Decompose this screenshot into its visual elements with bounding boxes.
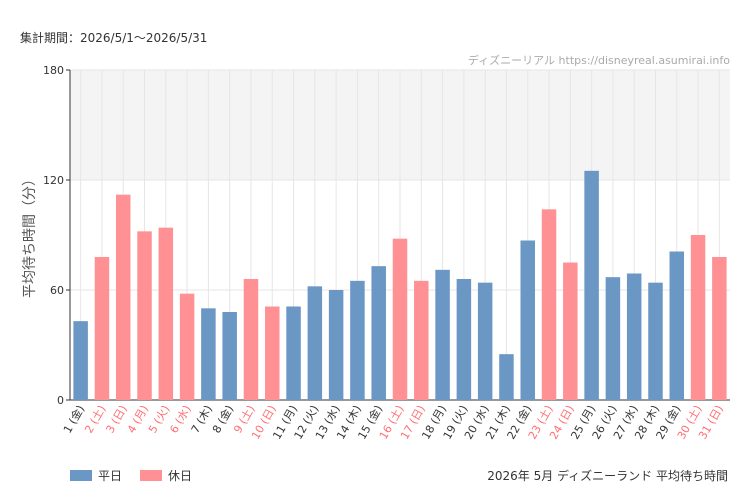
bar xyxy=(414,280,429,400)
y-tick-label: 180 xyxy=(43,64,64,77)
bar xyxy=(328,290,344,400)
bar xyxy=(265,306,280,400)
bar xyxy=(477,282,493,400)
bar xyxy=(712,257,727,400)
bar xyxy=(307,286,323,400)
y-tick-label: 0 xyxy=(57,394,64,407)
bar xyxy=(371,266,386,400)
bar xyxy=(115,194,131,400)
bar xyxy=(158,227,174,400)
y-axis-title: 平均待ち時間（分） xyxy=(22,172,38,298)
bar xyxy=(456,279,472,400)
bar xyxy=(392,238,408,400)
bar xyxy=(350,280,365,400)
bar xyxy=(243,279,259,400)
period-label: 集計期間：2026/5/1〜2026/5/31 xyxy=(20,31,208,45)
bar xyxy=(648,282,663,400)
legend-item-weekday[interactable]: 平日 xyxy=(70,467,122,484)
bar xyxy=(690,235,706,400)
bar xyxy=(137,231,152,400)
bar xyxy=(201,308,216,400)
bar xyxy=(222,312,237,400)
watermark: ディズニーリアル https://disneyreal.asumirai.inf… xyxy=(468,53,730,67)
bar xyxy=(435,269,450,400)
legend-label-weekday: 平日 xyxy=(98,469,123,483)
bar xyxy=(520,240,535,400)
bar xyxy=(605,277,621,400)
bar xyxy=(94,257,110,400)
bar xyxy=(499,354,514,400)
bar xyxy=(669,251,685,400)
legend-label-holiday: 休日 xyxy=(168,469,193,483)
bar xyxy=(73,321,88,400)
bar xyxy=(584,170,599,400)
legend-swatch-holiday xyxy=(140,470,163,481)
bar xyxy=(541,209,557,400)
legend-swatch-weekday xyxy=(70,470,92,481)
bar xyxy=(286,306,301,400)
legend: 平日 休日 xyxy=(70,467,192,484)
bar xyxy=(626,273,642,400)
y-tick-label: 120 xyxy=(43,174,64,187)
legend-item-holiday[interactable]: 休日 xyxy=(140,467,192,484)
bar xyxy=(563,262,578,400)
y-tick-label: 60 xyxy=(50,284,64,297)
chart-footer-title: 2026年 5月 ディズニーランド 平均待ち時間 xyxy=(487,469,728,483)
bar xyxy=(179,293,195,400)
